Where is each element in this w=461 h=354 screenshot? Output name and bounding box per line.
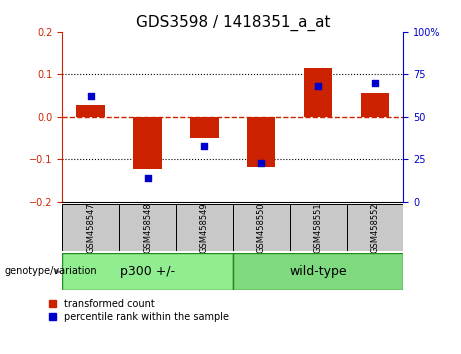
FancyBboxPatch shape — [347, 204, 403, 251]
Bar — [361, 93, 389, 117]
Text: GSM458550: GSM458550 — [257, 202, 266, 253]
Point — [144, 175, 151, 181]
FancyBboxPatch shape — [62, 204, 119, 251]
FancyBboxPatch shape — [176, 204, 233, 251]
Bar — [133, 117, 162, 169]
Legend: transformed count, percentile rank within the sample: transformed count, percentile rank withi… — [49, 299, 229, 321]
Point — [201, 143, 208, 149]
Bar — [190, 117, 219, 138]
Text: wild-type: wild-type — [290, 265, 347, 278]
Text: genotype/variation: genotype/variation — [5, 266, 97, 276]
Text: GSM458548: GSM458548 — [143, 202, 152, 253]
Bar — [304, 68, 332, 117]
FancyBboxPatch shape — [233, 253, 403, 290]
Bar — [77, 105, 105, 117]
Point — [314, 84, 322, 89]
Text: GSM458552: GSM458552 — [371, 202, 379, 253]
Text: p300 +/-: p300 +/- — [120, 265, 175, 278]
FancyBboxPatch shape — [119, 204, 176, 251]
Text: GSM458547: GSM458547 — [86, 202, 95, 253]
Point — [87, 93, 95, 99]
Point — [258, 160, 265, 166]
Text: GSM458551: GSM458551 — [313, 202, 323, 253]
Text: GSM458549: GSM458549 — [200, 202, 209, 253]
Title: GDS3598 / 1418351_a_at: GDS3598 / 1418351_a_at — [136, 14, 330, 30]
FancyBboxPatch shape — [290, 204, 347, 251]
FancyBboxPatch shape — [62, 253, 233, 290]
Bar — [247, 117, 276, 167]
FancyBboxPatch shape — [233, 204, 290, 251]
Point — [371, 80, 378, 86]
